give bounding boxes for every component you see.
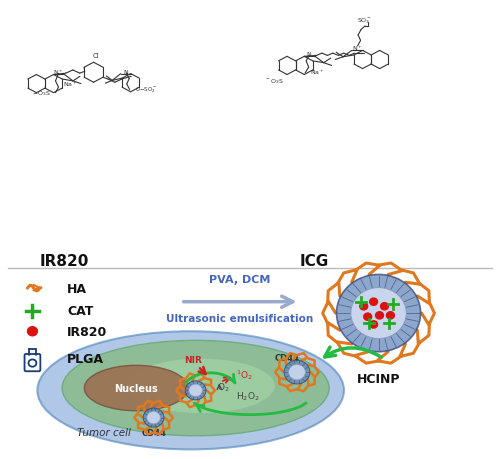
Text: O$_2$: O$_2$ — [216, 381, 229, 393]
Circle shape — [185, 381, 206, 400]
Circle shape — [351, 288, 406, 339]
Text: PLGA: PLGA — [67, 352, 104, 365]
Circle shape — [370, 321, 378, 328]
Text: O$-$SO$_2^-$: O$-$SO$_2^-$ — [134, 85, 157, 95]
Text: Tumor cell: Tumor cell — [77, 427, 131, 437]
Text: CD44: CD44 — [274, 353, 299, 362]
Text: CAT: CAT — [67, 305, 94, 318]
Ellipse shape — [126, 359, 274, 413]
Text: IR820: IR820 — [40, 254, 90, 269]
Text: HCINP: HCINP — [357, 372, 401, 385]
Text: Ultrasonic emulsification: Ultrasonic emulsification — [166, 313, 314, 324]
Text: ICG: ICG — [300, 254, 329, 269]
Circle shape — [147, 412, 160, 424]
Text: HA: HA — [67, 282, 87, 295]
Circle shape — [189, 384, 202, 397]
Circle shape — [336, 275, 420, 352]
Circle shape — [143, 408, 164, 427]
Text: PVA, DCM: PVA, DCM — [210, 275, 271, 285]
Circle shape — [288, 364, 306, 380]
Text: IR820: IR820 — [67, 325, 108, 338]
Circle shape — [360, 303, 368, 310]
Circle shape — [370, 298, 378, 306]
Circle shape — [380, 303, 388, 310]
Text: NIR: NIR — [184, 356, 202, 364]
Circle shape — [386, 312, 394, 319]
Text: N$^+$: N$^+$ — [53, 68, 64, 77]
Text: Nucleus: Nucleus — [114, 383, 158, 393]
Text: N: N — [124, 70, 128, 75]
Ellipse shape — [84, 365, 188, 411]
Text: N$^+$: N$^+$ — [352, 44, 363, 53]
Text: H$_2$O$_2$: H$_2$O$_2$ — [236, 390, 260, 402]
Circle shape — [28, 327, 38, 336]
Text: SO$_3^-$: SO$_3^-$ — [356, 17, 372, 26]
Text: $-$O$_3$S: $-$O$_3$S — [32, 89, 50, 98]
Text: CD44: CD44 — [141, 428, 166, 437]
Text: Cl: Cl — [92, 53, 99, 59]
Text: $^1$O$_2$: $^1$O$_2$ — [236, 368, 253, 381]
Ellipse shape — [38, 331, 344, 449]
Circle shape — [376, 312, 384, 319]
Circle shape — [284, 361, 310, 384]
Text: Na$^+$: Na$^+$ — [64, 80, 78, 89]
Text: $^-$O$_3$S: $^-$O$_3$S — [265, 77, 284, 86]
Ellipse shape — [62, 341, 329, 436]
Text: N: N — [307, 52, 312, 57]
Circle shape — [364, 313, 372, 321]
Text: Na$^+$: Na$^+$ — [310, 68, 324, 77]
